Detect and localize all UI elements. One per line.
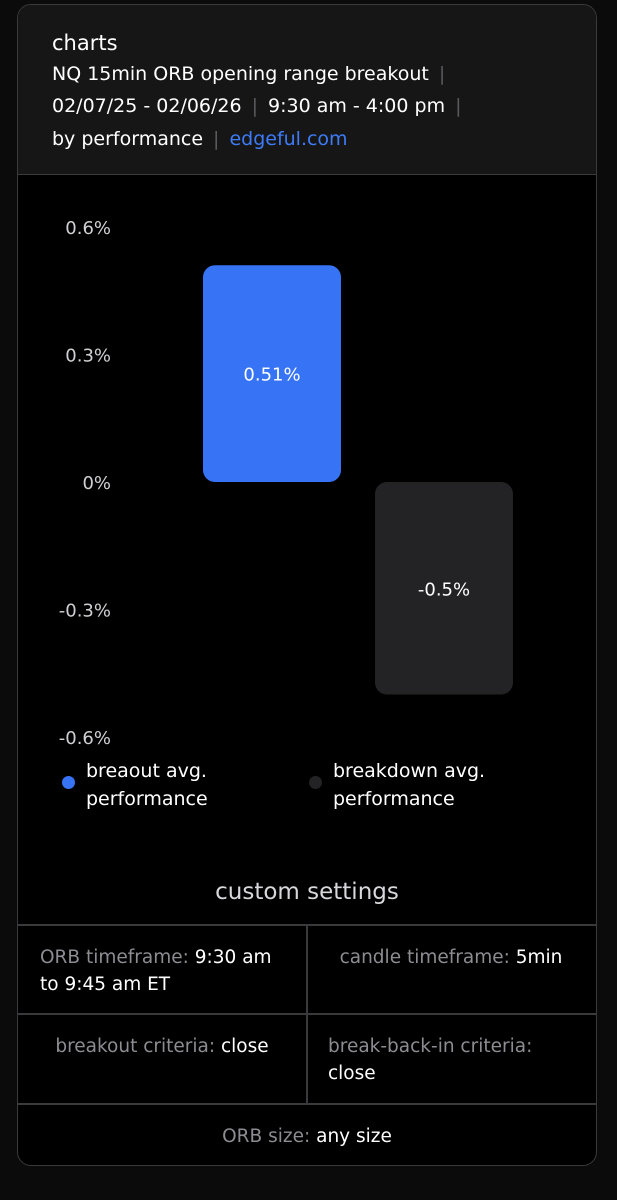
separator: | [455,95,462,117]
y-tick-label: -0.6% [59,728,111,749]
setting-label: break-back-in criteria: [328,1036,533,1057]
bar-data-label: 0.51% [243,365,300,386]
y-tick-label: 0.3% [65,346,111,367]
y-tick-label: 0.6% [65,218,111,239]
setting-value: any size [316,1126,392,1147]
sort-line: by performance | edgeful.com [52,128,348,150]
setting-breakout-criteria: breakout criteria: close [18,1033,306,1060]
legend-label-breakout: breaout avg. performance [86,760,208,810]
setting-label: ORB timeframe: [40,947,189,968]
setting-label: candle timeframe: [339,947,510,968]
legend-dot-breakout [62,776,75,789]
date-session-line: 02/07/25 - 02/06/26 | 9:30 am - 4:00 pm | [52,95,472,117]
bar-data-label: -0.5% [418,579,470,600]
divider [306,924,308,1104]
setting-orb-size: ORB size: any size [18,1123,596,1150]
setting-value: close [328,1063,376,1084]
card-title: charts [52,31,118,55]
strategy-line: NQ 15min ORB opening range breakout | [52,63,455,85]
setting-label: ORB size: [222,1126,311,1147]
separator: | [251,95,259,117]
strategy-name: NQ 15min ORB opening range breakout [52,63,429,85]
setting-candle-timeframe: candle timeframe: 5min [306,944,596,971]
setting-break-back-in: break-back-in criteria: close [328,1033,588,1087]
setting-value: close [221,1036,269,1057]
custom-settings-title: custom settings [215,879,399,905]
separator: | [213,128,220,150]
y-tick-label: -0.3% [59,601,111,622]
bar-breakdown[interactable] [375,482,513,695]
date-range: 02/07/25 - 02/06/26 [52,95,242,117]
session-hours: 9:30 am - 4:00 pm [268,95,446,117]
y-tick-label: 0% [82,473,111,494]
setting-value: 9:30 am [194,947,272,968]
bar-chart: 0.6% 0.3% 0% -0.3% -0.6% 0.51% -0.5% [59,218,513,749]
charts-card: charts NQ 15min ORB opening range breako… [17,4,597,1166]
separator: | [438,63,446,85]
setting-value: 5min [515,947,563,968]
chart-header: charts NQ 15min ORB opening range breako… [18,5,596,175]
setting-value: to 9:45 am ET [40,974,171,995]
bar-breakout[interactable] [203,265,341,482]
legend-label-breakdown: breakdown avg. performance [333,760,486,810]
setting-orb-timeframe: ORB timeframe: 9:30 am to 9:45 am ET [40,944,300,998]
sort-label: by performance [52,128,204,150]
legend-dot-breakdown [309,776,322,789]
edgeful-link[interactable]: edgeful.com [229,128,348,150]
setting-label: breakout criteria: [55,1036,216,1057]
